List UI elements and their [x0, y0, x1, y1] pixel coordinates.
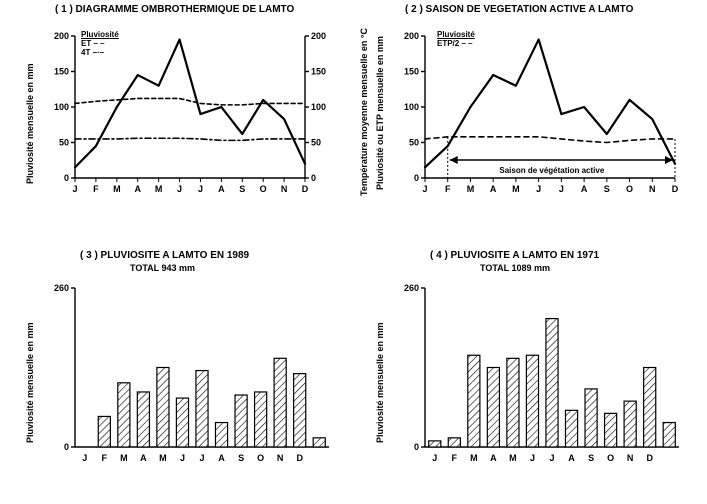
svg-text:J: J: [559, 184, 564, 194]
svg-text:F: F: [445, 184, 451, 194]
svg-text:A: A: [218, 453, 225, 463]
svg-text:260: 260: [404, 283, 419, 293]
svg-text:150: 150: [404, 67, 419, 77]
svg-text:D: D: [672, 184, 679, 194]
svg-text:N: N: [627, 453, 634, 463]
svg-text:J: J: [536, 184, 541, 194]
panel4-title: ( 4 ) PLUVIOSITE A LAMTO EN 1971: [430, 250, 599, 261]
panel2-legend: Pluviosité ETP/2 – –: [437, 30, 475, 48]
page-root: ( 1 ) DIAGRAMME OMBROTHERMIQUE DE LAMTO …: [0, 0, 707, 504]
svg-text:D: D: [296, 453, 303, 463]
svg-text:50: 50: [311, 138, 321, 148]
svg-text:J: J: [72, 184, 77, 194]
svg-text:A: A: [140, 453, 147, 463]
panel1-ylabel-left: Pluviosité mensuelle en mm: [25, 63, 35, 184]
svg-text:S: S: [239, 184, 245, 194]
svg-text:M: M: [113, 184, 121, 194]
svg-text:M: M: [155, 184, 163, 194]
svg-text:M: M: [120, 453, 128, 463]
legend-title: Pluviosité: [437, 30, 475, 39]
panel3-ylabel: Pluviosité mensuelle en mm: [25, 322, 35, 443]
svg-text:F: F: [93, 184, 99, 194]
panel3-subtitle: TOTAL 943 mm: [130, 263, 195, 273]
panel1-title: ( 1 ) DIAGRAMME OMBROTHERMIQUE DE LAMTO: [55, 4, 294, 15]
svg-text:J: J: [198, 184, 203, 194]
svg-text:A: A: [490, 453, 497, 463]
svg-text:J: J: [432, 453, 437, 463]
svg-text:150: 150: [54, 67, 69, 77]
svg-text:50: 50: [409, 138, 419, 148]
svg-text:A: A: [218, 184, 225, 194]
svg-text:O: O: [626, 184, 633, 194]
svg-text:M: M: [512, 184, 520, 194]
legend-title: Pluviosité: [81, 30, 119, 39]
svg-text:D: D: [302, 184, 309, 194]
svg-text:J: J: [177, 184, 182, 194]
panel1-ylabel-right: Température moyenne mensuelle en °C: [359, 28, 369, 196]
svg-text:M: M: [509, 453, 517, 463]
svg-text:O: O: [260, 184, 267, 194]
svg-text:J: J: [82, 453, 87, 463]
panel2-season-label: Saison de végétation active: [499, 166, 604, 175]
panel2-ylabel-left: Pluviosité ou ETP mensuelle en mm: [375, 36, 385, 190]
svg-text:J: J: [180, 453, 185, 463]
svg-text:200: 200: [311, 31, 326, 41]
svg-text:M: M: [467, 184, 475, 194]
svg-text:F: F: [452, 453, 458, 463]
svg-text:F: F: [102, 453, 108, 463]
svg-text:100: 100: [404, 102, 419, 112]
panel4-subtitle: TOTAL 1089 mm: [480, 263, 550, 273]
svg-text:A: A: [581, 184, 588, 194]
svg-text:J: J: [199, 453, 204, 463]
svg-text:M: M: [470, 453, 478, 463]
svg-text:0: 0: [311, 173, 316, 183]
svg-text:O: O: [257, 453, 264, 463]
svg-text:50: 50: [59, 138, 69, 148]
svg-text:J: J: [530, 453, 535, 463]
svg-text:0: 0: [64, 442, 69, 452]
svg-text:M: M: [159, 453, 167, 463]
svg-text:N: N: [649, 184, 656, 194]
svg-text:D: D: [646, 453, 653, 463]
panel3-title: ( 3 ) PLUVIOSITE A LAMTO EN 1989: [80, 250, 249, 261]
panel1-legend: Pluviosité ET – – 4T –·–: [81, 30, 119, 58]
panel4-chart: 0 260 J F M A M J J A S O N D: [395, 282, 685, 467]
legend-4t: 4T: [81, 48, 90, 57]
svg-text:200: 200: [404, 31, 419, 41]
svg-text:150: 150: [311, 67, 326, 77]
svg-text:200: 200: [54, 31, 69, 41]
svg-text:O: O: [607, 453, 614, 463]
svg-text:N: N: [281, 184, 288, 194]
panel2-title: ( 2 ) SAISON DE VEGETATION ACTIVE A LAMT…: [405, 4, 633, 15]
svg-text:0: 0: [414, 173, 419, 183]
svg-text:A: A: [490, 184, 497, 194]
svg-text:0: 0: [414, 442, 419, 452]
svg-text:S: S: [604, 184, 610, 194]
svg-text:A: A: [568, 453, 575, 463]
svg-text:S: S: [588, 453, 594, 463]
legend-et: ET: [81, 39, 91, 48]
svg-text:100: 100: [311, 102, 326, 112]
svg-text:J: J: [549, 453, 554, 463]
svg-text:0: 0: [64, 173, 69, 183]
svg-text:J: J: [422, 184, 427, 194]
svg-text:100: 100: [54, 102, 69, 112]
svg-text:S: S: [238, 453, 244, 463]
panel4-ylabel: Pluviosité mensuelle en mm: [375, 322, 385, 443]
legend-etp2: ETP/2: [437, 39, 459, 48]
svg-text:N: N: [277, 453, 284, 463]
svg-text:A: A: [134, 184, 141, 194]
panel3-chart: 0 260 J F M A M J J A S O N D: [45, 282, 335, 467]
svg-text:260: 260: [54, 283, 69, 293]
